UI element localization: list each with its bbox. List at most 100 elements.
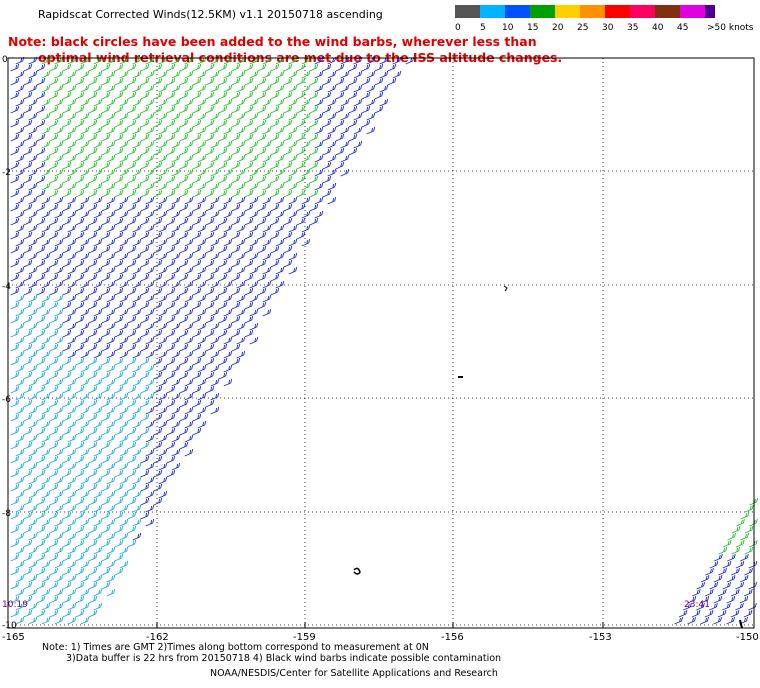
wind-barb: [158, 336, 168, 345]
wind-barb: [257, 203, 267, 212]
wind-barb: [132, 420, 142, 429]
wind-barb: [67, 112, 77, 121]
wind-barb: [80, 350, 90, 359]
wind-barb: [249, 308, 259, 317]
wind-barb: [88, 595, 98, 604]
wind-barb: [192, 413, 202, 422]
wind-barb: [244, 315, 254, 324]
wind-barb: [101, 511, 111, 520]
wind-barb: [731, 525, 741, 534]
wind-barb: [166, 413, 176, 422]
wind-barb: [210, 406, 220, 415]
wind-barb: [166, 133, 176, 142]
wind-barb: [106, 448, 116, 457]
colorbar-swatch: [705, 5, 715, 18]
wind-barb: [171, 308, 181, 317]
wind-barb: [93, 84, 103, 93]
wind-barb: [10, 147, 20, 156]
wind-barb: [119, 350, 129, 359]
wind-barb: [41, 588, 51, 597]
wind-barb: [218, 77, 228, 86]
wind-barb: [93, 602, 103, 611]
wind-barb: [171, 448, 181, 457]
wind-barb: [49, 175, 59, 184]
wind-barb: [184, 322, 194, 331]
wind-barb: [192, 329, 202, 338]
wind-barb: [10, 511, 20, 520]
wind-barb: [127, 301, 137, 310]
wind-barb: [166, 385, 176, 394]
wind-barb: [28, 350, 38, 359]
wind-barb: [696, 602, 705, 611]
wind-barb: [379, 98, 389, 107]
wind-barb: [15, 364, 25, 373]
wind-barb: [62, 567, 72, 576]
wind-barb: [36, 385, 46, 394]
wind-barb: [197, 210, 207, 219]
wind-barb: [153, 273, 163, 282]
wind-barb: [353, 84, 363, 93]
wind-barb: [301, 70, 311, 79]
wind-barb: [296, 175, 306, 184]
wind-barb: [145, 378, 155, 387]
wind-barb: [93, 154, 103, 163]
wind-barb: [735, 581, 745, 590]
wind-barb: [93, 126, 103, 135]
wind-barb: [49, 469, 59, 478]
wind-barb: [283, 105, 293, 114]
wind-barb: [41, 224, 51, 233]
wind-barb: [236, 294, 246, 303]
wind-barb: [23, 511, 33, 520]
wind-barb: [114, 133, 124, 142]
wind-barb: [314, 84, 324, 93]
wind-barb: [88, 525, 98, 534]
wind-barb: [80, 294, 90, 303]
wind-barb: [62, 287, 72, 296]
wind-barb: [106, 392, 116, 401]
wind-barb: [80, 98, 90, 107]
lon-tick-label: -162: [146, 632, 169, 643]
wind-barb: [67, 406, 77, 415]
wind-barb: [114, 525, 124, 534]
wind-barb: [23, 147, 33, 156]
wind-barb: [166, 315, 176, 324]
wind-barb: [41, 434, 51, 443]
wind-barb: [93, 546, 103, 555]
wind-barb: [223, 322, 233, 331]
wind-barb: [218, 133, 228, 142]
colorbar-label: 40: [652, 23, 664, 33]
credit-line: NOAA/NESDIS/Center for Satellite Applica…: [210, 668, 498, 679]
wind-barb: [132, 168, 142, 177]
wind-barb: [184, 98, 194, 107]
lat-tick-label: -10: [2, 621, 17, 631]
wind-barb: [366, 98, 376, 107]
wind-barb: [210, 266, 220, 275]
wind-barb: [119, 504, 129, 513]
wind-barb: [49, 385, 59, 394]
wind-barb: [153, 329, 163, 338]
wind-barb: [67, 252, 77, 261]
wind-barb: [236, 308, 246, 317]
wind-barb: [62, 357, 72, 366]
wind-barb: [262, 154, 272, 163]
wind-barb: [15, 574, 25, 583]
wind-barb: [80, 280, 90, 289]
wind-barb: [166, 217, 176, 226]
wind-barb: [88, 133, 98, 142]
wind-barb: [735, 560, 745, 569]
wind-barb: [244, 203, 254, 212]
wind-barb: [127, 77, 137, 86]
wind-barb: [705, 588, 714, 597]
wind-barb: [101, 161, 111, 170]
wind-barb: [49, 483, 59, 492]
wind-barb: [231, 301, 241, 310]
wind-barb: [88, 469, 98, 478]
wind-barb: [101, 441, 111, 450]
wind-barb: [262, 70, 272, 79]
wind-barb: [231, 63, 241, 72]
wind-barb: [153, 385, 163, 394]
wind-barb: [127, 427, 137, 436]
wind-barb: [23, 105, 33, 114]
wind-barb: [88, 301, 98, 310]
wind-barb: [23, 119, 33, 128]
